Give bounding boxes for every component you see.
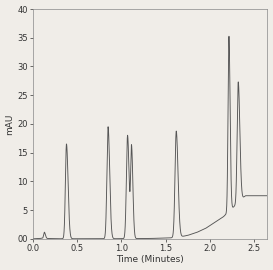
Y-axis label: mAU: mAU xyxy=(5,113,14,135)
X-axis label: Time (Minutes): Time (Minutes) xyxy=(116,255,184,264)
